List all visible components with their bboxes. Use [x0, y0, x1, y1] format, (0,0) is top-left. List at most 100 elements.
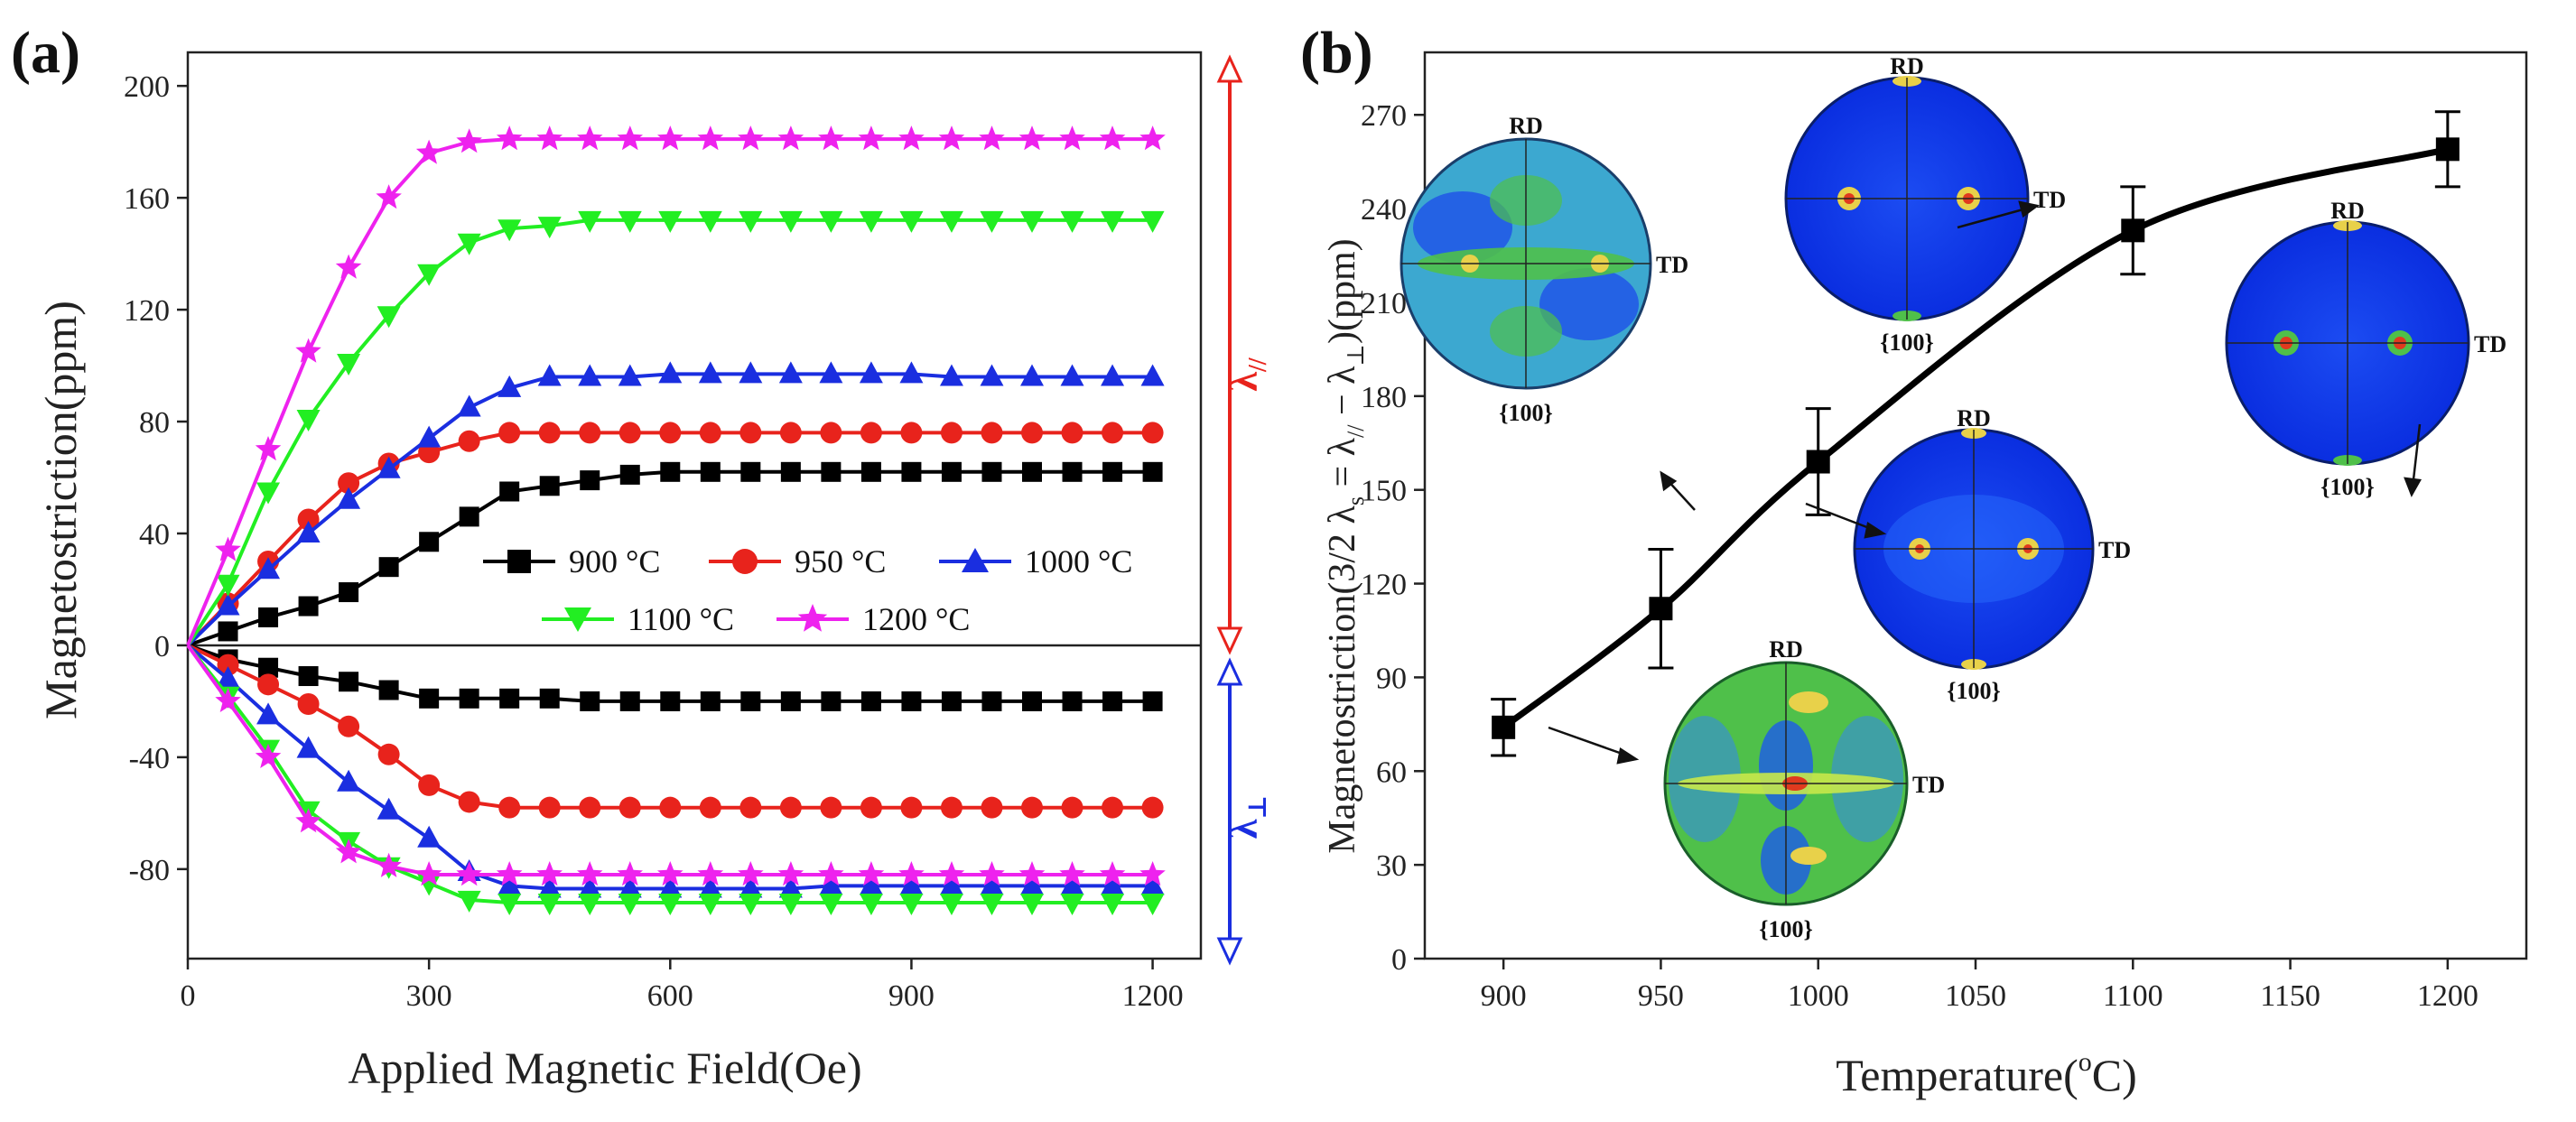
- a-ytick-label-40: 40: [139, 518, 170, 552]
- pf-1000-title: {100}: [1947, 678, 2001, 704]
- point-perpendicular: [617, 861, 643, 886]
- pf-950-title: {100}: [1499, 400, 1553, 426]
- point-parallel: [698, 361, 722, 384]
- point-perpendicular: [738, 861, 764, 886]
- point-parallel: [901, 461, 922, 482]
- point-parallel: [335, 254, 362, 279]
- point-perpendicular: [979, 861, 1005, 886]
- panel-a: (a) 0 300 600 900 1200 -80-4004080120160200 …: [11, 20, 1272, 1093]
- point-parallel: [298, 596, 319, 617]
- pole-figure-950: RD TD {100}: [1400, 113, 1688, 426]
- point-parallel: [938, 125, 965, 151]
- point-parallel: [498, 219, 522, 242]
- series-900-perpendicular: [187, 644, 1163, 711]
- a-ytick-label--40: -40: [129, 742, 170, 775]
- legend-item-950: 950 °C: [709, 543, 886, 580]
- point-perpendicular: [538, 796, 561, 819]
- point-parallel: [377, 306, 401, 329]
- b-ytick-label-0: 0: [1391, 943, 1407, 977]
- point-perpendicular: [658, 894, 683, 916]
- point-parallel: [618, 364, 642, 386]
- point-perpendicular: [255, 743, 282, 768]
- legend-label-1000: 1000 °C: [1025, 543, 1132, 580]
- point-perpendicular: [496, 861, 523, 886]
- point-parallel: [216, 574, 240, 597]
- point-perpendicular: [378, 680, 399, 700]
- series-1200-perpendicular: [186, 644, 1166, 886]
- point-parallel: [338, 472, 360, 495]
- point-perpendicular: [940, 796, 963, 819]
- point-parallel: [1140, 210, 1165, 233]
- legend-item-1100: 1100 °C: [542, 601, 734, 637]
- point-perpendicular: [777, 861, 804, 886]
- point-parallel: [941, 461, 962, 482]
- panel-b: (b) 900 950 1000 1050 1100 1150 1200 0 30 60 90 12…: [1300, 20, 2528, 1100]
- point-parallel: [819, 210, 843, 233]
- point-perpendicular: [499, 688, 520, 709]
- panel-a-y-axis-title: Magnetostriction(ppm): [35, 301, 86, 719]
- point-perpendicular: [295, 808, 321, 833]
- point-perpendicular: [1101, 894, 1125, 916]
- point-parallel: [980, 364, 1004, 386]
- legend-label-900: 900 °C: [569, 543, 660, 580]
- point-parallel: [378, 557, 399, 578]
- point-perpendicular: [1022, 691, 1042, 711]
- point-perpendicular: [1142, 691, 1163, 711]
- point-perpendicular: [1062, 691, 1083, 711]
- series-1000-perpendicular: [186, 644, 1165, 898]
- point-parallel: [859, 210, 883, 233]
- pf-1200-title: {100}: [2320, 474, 2375, 500]
- point-perpendicular: [900, 796, 923, 819]
- point-parallel: [860, 461, 881, 482]
- point-perpendicular: [779, 796, 802, 819]
- point-parallel: [659, 422, 682, 444]
- pole-figure-1200: RD TD {100}: [2225, 198, 2506, 500]
- point-parallel: [255, 436, 282, 461]
- point-parallel: [980, 210, 1004, 233]
- point-perpendicular: [618, 796, 641, 819]
- point-parallel: [1139, 125, 1166, 151]
- point-perpendicular: [619, 691, 640, 711]
- point-perpendicular: [217, 654, 239, 676]
- point-parallel: [539, 476, 560, 496]
- point-perpendicular: [498, 796, 521, 819]
- panel-b-x-axis-title: Temperature(oC): [1836, 1047, 2137, 1100]
- point-parallel: [296, 409, 321, 431]
- point-parallel: [739, 422, 762, 444]
- point-parallel: [940, 422, 963, 444]
- b-ytick-label-120: 120: [1361, 569, 1407, 602]
- a-xtick-label-1200: 1200: [1122, 979, 1184, 1013]
- point-marker: [1649, 597, 1673, 621]
- point-parallel: [538, 422, 561, 444]
- b-xtick-label-1150: 1150: [2260, 979, 2320, 1013]
- point-parallel: [1142, 461, 1163, 482]
- point-parallel: [778, 361, 803, 384]
- point-parallel: [778, 210, 803, 233]
- point-perpendicular: [1021, 796, 1043, 819]
- point-perpendicular: [377, 797, 401, 820]
- a-ytick-label-80: 80: [139, 406, 170, 440]
- point-perpendicular: [1018, 861, 1046, 886]
- b-xtick-label-950: 950: [1638, 979, 1684, 1013]
- legend-marker-900: [507, 550, 531, 573]
- point-perpendicular: [1101, 873, 1125, 895]
- panel-a-label: (a): [11, 20, 80, 86]
- point-parallel: [499, 481, 520, 502]
- panel-b-x-axis: 900 950 1000 1050 1100 1150 1200: [1481, 959, 2478, 1013]
- point-perpendicular: [780, 691, 801, 711]
- pf-900-title: {100}: [1759, 916, 1813, 942]
- panel-b-y-axis-title: Magnetostriction(3/2 λs = λ// − λ⊥)(ppm): [1322, 238, 1369, 853]
- point-perpendicular: [578, 876, 602, 898]
- a-xtick-label-0: 0: [181, 979, 196, 1013]
- point-perpendicular: [498, 873, 522, 895]
- point-perpendicular: [821, 691, 842, 711]
- point-perpendicular: [699, 796, 721, 819]
- legend-label-1200: 1200 °C: [862, 601, 970, 637]
- point-parallel: [256, 557, 281, 580]
- point-parallel: [898, 125, 925, 151]
- pf-1100-rd: RD: [1890, 53, 1924, 79]
- point-perpendicular: [580, 691, 600, 711]
- point-perpendicular: [859, 894, 883, 916]
- point-perpendicular: [778, 894, 803, 916]
- ylabel-sub3: ⊥: [1343, 344, 1369, 366]
